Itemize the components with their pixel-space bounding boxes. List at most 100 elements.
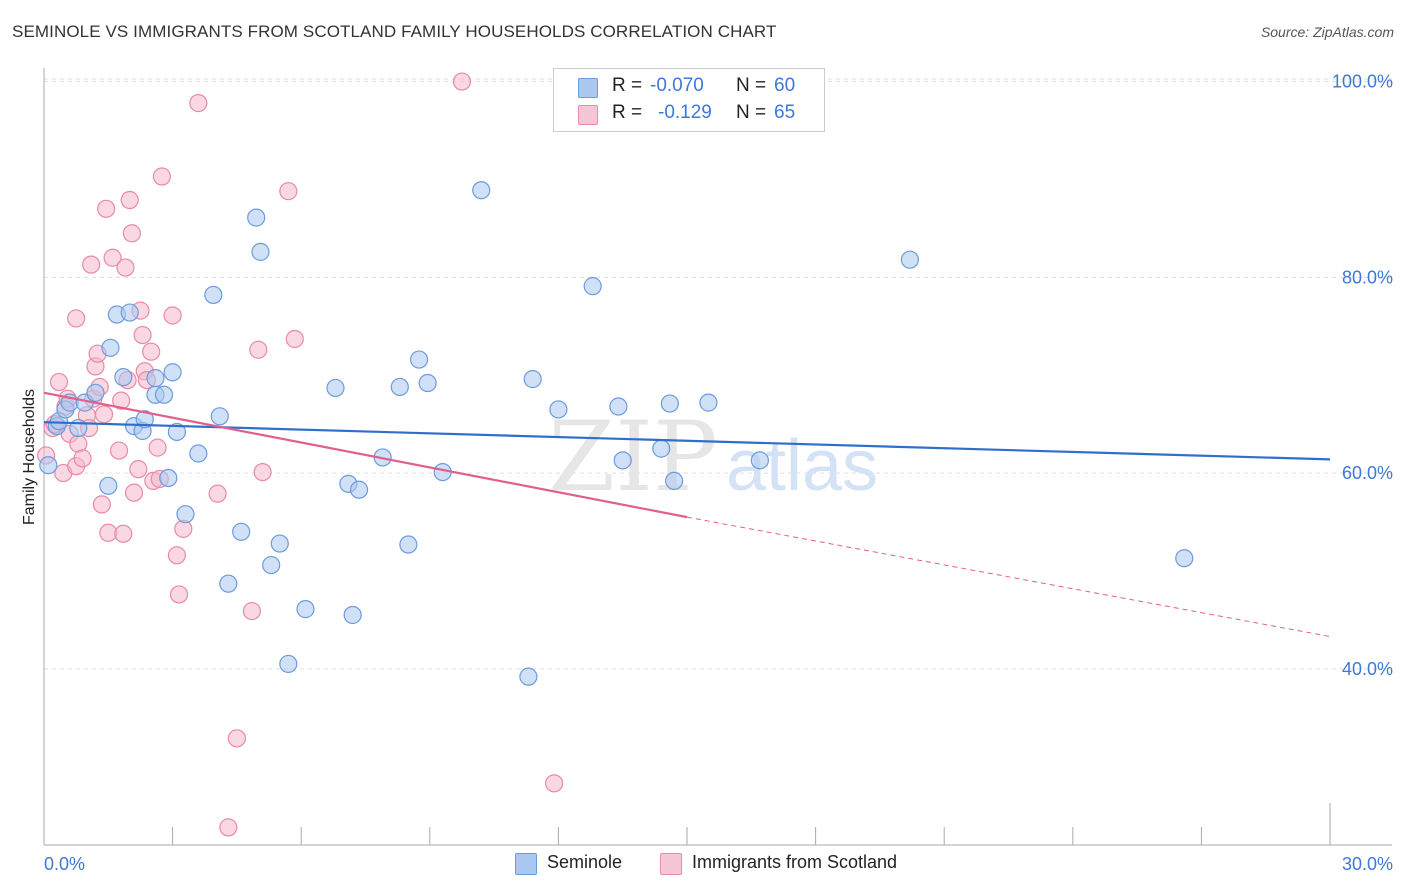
scotland-point — [109, 441, 129, 460]
tick-labels: 40.0% 60.0% 80.0% 100.0% 0.0% 30.0% — [44, 72, 1393, 874]
seminole-point — [613, 451, 632, 470]
y-tick-label: 40.0% — [1342, 659, 1393, 679]
n-value: 65 — [774, 102, 796, 123]
scotland-point — [167, 546, 186, 565]
seminole-point — [270, 534, 289, 553]
watermark-atlas: atlas — [726, 426, 878, 506]
seminole-point — [204, 285, 223, 305]
scotland-point — [208, 484, 227, 503]
scotland-point — [112, 391, 131, 410]
seminole-point — [549, 400, 568, 419]
scotland-point — [242, 601, 262, 621]
seminole-point — [326, 378, 345, 398]
seminole-point — [39, 456, 58, 475]
y-tick-label: 60.0% — [1342, 463, 1393, 483]
seminole-point — [167, 422, 186, 442]
seminole-point — [472, 181, 491, 200]
seminole-point — [296, 600, 315, 619]
grid — [44, 78, 1392, 670]
seminole-point — [176, 505, 195, 524]
scotland-point — [124, 483, 144, 502]
chart-title: SEMINOLE VS IMMIGRANTS FROM SCOTLAND FAM… — [12, 22, 777, 41]
n-label: N = — [736, 102, 767, 123]
watermark-zip: ZIP — [548, 401, 717, 513]
r-value: -0.129 — [658, 102, 712, 123]
scotland-point — [152, 167, 171, 186]
seminole-trend-line — [43, 421, 1331, 461]
r-label: R = — [612, 75, 643, 96]
seminole-point — [101, 338, 120, 357]
scotland-trend-extension — [686, 516, 1331, 638]
seminole-point — [900, 250, 920, 269]
scotland-point — [545, 774, 564, 793]
scotland-point — [148, 438, 167, 457]
scotland-point — [103, 248, 122, 267]
seminole-point — [609, 397, 628, 416]
seminole-point — [418, 373, 437, 393]
scotland-point — [67, 309, 86, 328]
scotland-trend-line — [43, 391, 688, 519]
seminole-label: Seminole — [547, 852, 623, 872]
seminole-point — [349, 480, 369, 499]
scotland-point — [169, 585, 189, 604]
scotland-point — [97, 199, 116, 218]
scotland-point — [99, 523, 118, 542]
y-tick-label: 100.0% — [1332, 72, 1393, 92]
scotland-point — [452, 72, 472, 91]
seminole-point — [523, 370, 542, 389]
scotland-point — [249, 340, 268, 359]
seminole-point — [189, 444, 208, 463]
seminole-point — [114, 368, 133, 387]
seminole-point — [665, 471, 684, 491]
seminole-point — [699, 393, 718, 412]
scotland-point — [82, 255, 101, 274]
seminole-point — [583, 277, 602, 296]
seminole-point — [409, 350, 429, 369]
scotland-point — [49, 372, 69, 392]
scotland-point — [92, 495, 111, 514]
scotland-point — [133, 325, 152, 345]
r-value: -0.070 — [650, 75, 704, 96]
scotland-point — [129, 460, 148, 479]
seminole-point — [251, 242, 270, 261]
scotland-swatch — [578, 105, 598, 125]
seminole-point — [159, 468, 178, 488]
scotland-point — [116, 258, 135, 277]
scotland-point — [279, 182, 298, 201]
scotland-point — [189, 94, 208, 113]
scotland-point — [120, 190, 139, 210]
x-tick-label: 30.0% — [1342, 854, 1393, 874]
scotland-point — [227, 729, 246, 748]
scotland-point — [219, 818, 238, 837]
seminole-point — [120, 303, 139, 322]
n-value: 60 — [774, 75, 796, 96]
seminole-point — [99, 476, 118, 495]
seminole-point — [519, 667, 538, 686]
source-credit: Source: ZipAtlas.com — [1260, 24, 1394, 40]
seminole-point — [86, 383, 105, 402]
seminole-point — [135, 410, 154, 429]
seminole-point — [399, 535, 418, 554]
scotland-label: Immigrants from Scotland — [692, 852, 898, 872]
y-tick-label: 80.0% — [1342, 267, 1393, 287]
scotland-point — [122, 224, 141, 243]
seminole-point — [219, 574, 238, 593]
seminole-point — [247, 208, 266, 227]
scotland-point — [285, 329, 304, 349]
seminole-point — [390, 377, 409, 397]
seminole-point — [652, 439, 671, 458]
scotland-point — [142, 342, 161, 361]
scotland-points — [37, 72, 564, 837]
trend-lines — [43, 391, 1331, 638]
scotland-point — [253, 462, 272, 482]
seminole-point — [163, 363, 182, 382]
seminole-point — [154, 385, 174, 404]
n-label: N = — [736, 75, 767, 96]
scotland-point — [163, 306, 182, 325]
seminole-point — [343, 605, 362, 625]
correlation-legend: R = -0.070 N = 60 R = -0.129 N = 65 — [553, 68, 825, 132]
seminole-swatch — [578, 78, 598, 98]
r-label: R = — [612, 102, 643, 123]
seminole-point — [660, 394, 679, 413]
